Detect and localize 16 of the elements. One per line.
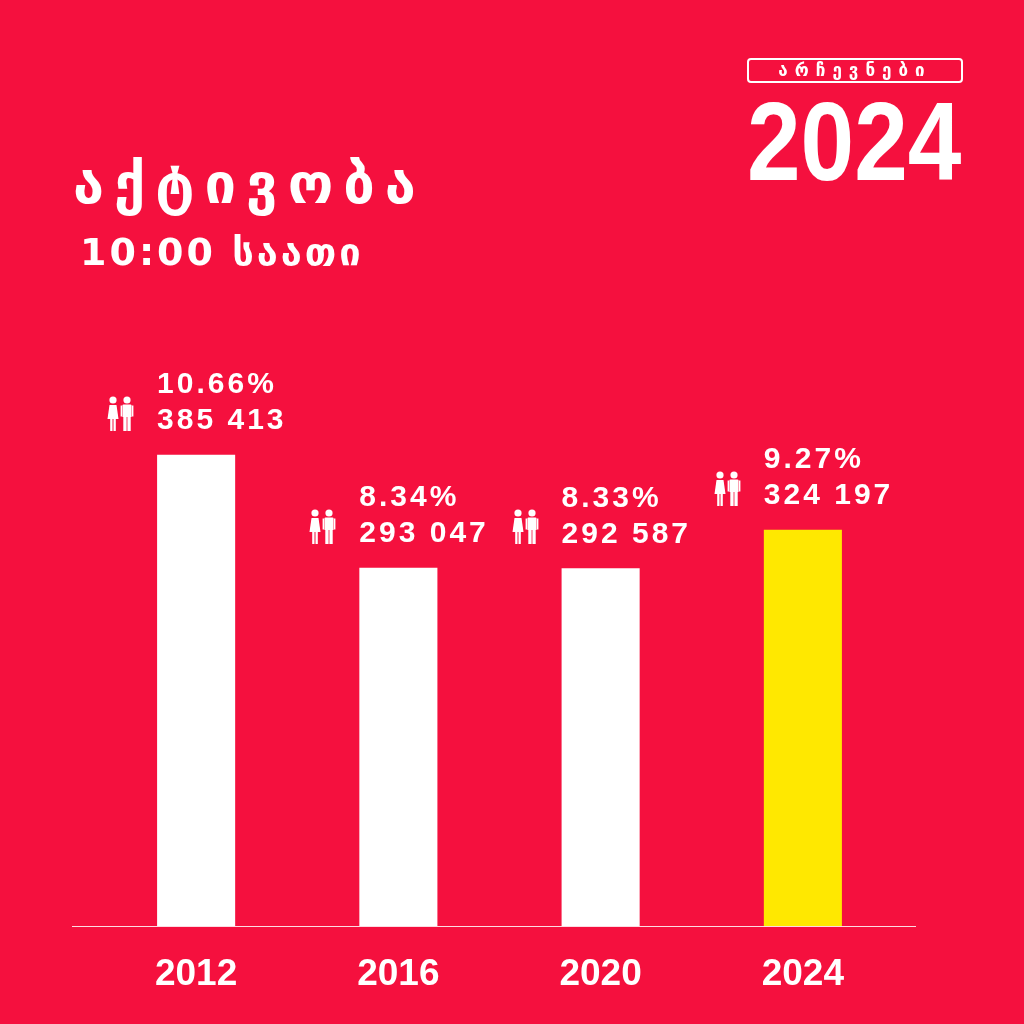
x-tick-label: 2012 bbox=[154, 952, 238, 994]
data-label: 292 587 bbox=[561, 515, 692, 549]
chart-title: აქტივობა bbox=[73, 150, 426, 218]
x-tick-label: 2024 bbox=[761, 952, 845, 994]
data-label: 324 197 bbox=[763, 476, 894, 510]
annotation: 8.34% bbox=[359, 479, 460, 513]
text: არჩევნები bbox=[747, 58, 963, 83]
x-tick-label: 2016 bbox=[357, 952, 440, 994]
data-label: 385 413 bbox=[157, 402, 287, 436]
data-label: 293 047 bbox=[359, 515, 489, 549]
chart-subtitle: 10:00 საათი bbox=[80, 230, 364, 276]
annotation: 9.27% bbox=[763, 440, 864, 474]
annotation: 8.33% bbox=[561, 479, 662, 513]
annotation: 10.66% bbox=[157, 366, 277, 400]
bar bbox=[763, 529, 842, 926]
x-tick-label: 2020 bbox=[559, 952, 642, 994]
